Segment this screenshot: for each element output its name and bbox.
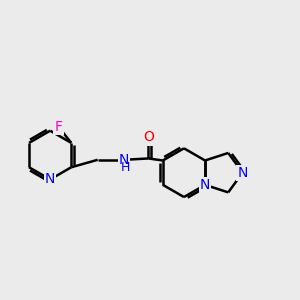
Text: O: O [143, 130, 154, 145]
Text: F: F [54, 120, 62, 134]
Text: N: N [200, 178, 210, 192]
Text: N: N [45, 172, 55, 186]
Text: H: H [120, 161, 130, 174]
Text: N: N [119, 153, 129, 167]
Text: N: N [237, 166, 248, 180]
